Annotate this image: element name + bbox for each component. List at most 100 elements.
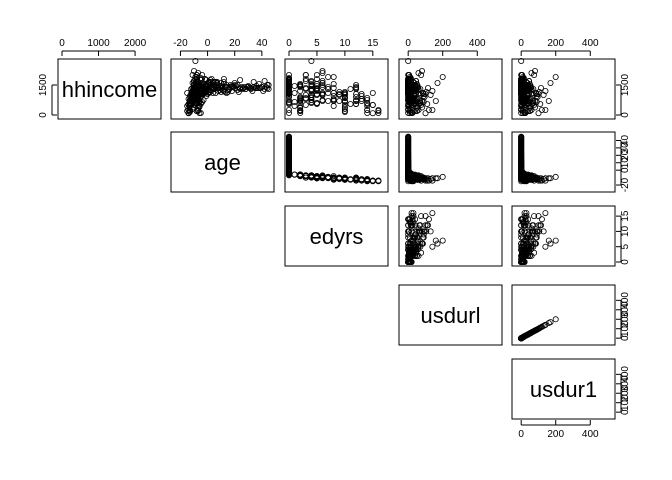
point-age-usdur1 xyxy=(518,171,525,178)
point-age-usdurl xyxy=(405,140,412,147)
x-tick-label-top-usdurl: 200 xyxy=(434,38,451,49)
point-edyrs-usdur1 xyxy=(519,249,526,256)
point-hhincome-edyrs xyxy=(325,98,332,105)
y-tick-label-right-edyrs: 15 xyxy=(620,210,631,222)
point-edyrs-usdur1 xyxy=(535,213,542,220)
point-hhincome-usdur1 xyxy=(547,80,554,87)
point-hhincome-edyrs xyxy=(297,104,304,111)
point-age-edyrs xyxy=(302,174,309,181)
panel-frame-edyrs-edyrs xyxy=(284,205,389,267)
y-tick-label-right-age: -20 xyxy=(620,177,631,192)
point-hhincome-edyrs xyxy=(308,86,315,93)
point-hhincome-usdurl xyxy=(405,82,412,89)
y-tick-label-right-usdurl: 100 xyxy=(620,320,631,337)
point-age-usdur1 xyxy=(552,173,559,180)
point-edyrs-usdur1 xyxy=(530,222,537,229)
point-hhincome-edyrs xyxy=(375,108,382,115)
point-hhincome-usdur1 xyxy=(537,101,544,108)
diag-label-hhincome: hhincome xyxy=(62,77,157,102)
point-age-edyrs xyxy=(297,171,304,178)
point-hhincome-age xyxy=(265,86,272,93)
point-hhincome-usdur1 xyxy=(542,88,549,95)
point-hhincome-usdurl xyxy=(439,74,446,81)
point-hhincome-usdur1 xyxy=(521,110,528,117)
point-edyrs-usdurl xyxy=(405,258,412,265)
point-age-usdurl xyxy=(429,175,436,182)
point-age-usdur1 xyxy=(518,150,525,157)
point-edyrs-usdur1 xyxy=(521,237,528,244)
point-edyrs-usdur1 xyxy=(523,234,530,241)
point-hhincome-usdur1 xyxy=(538,107,545,114)
point-usdurl-usdur1 xyxy=(542,321,549,328)
point-age-usdurl xyxy=(405,162,412,169)
point-age-usdurl xyxy=(405,152,412,159)
point-hhincome-edyrs xyxy=(319,92,326,99)
panel-frame-age-edyrs xyxy=(284,131,389,193)
point-edyrs-usdur1 xyxy=(540,228,547,235)
point-hhincome-edyrs xyxy=(341,91,348,98)
y-tick-label-right-hhincome: 0 xyxy=(620,112,631,118)
point-edyrs-usdurl xyxy=(405,252,412,259)
x-tick-label-top-age: 0 xyxy=(205,38,211,49)
point-hhincome-edyrs xyxy=(319,82,326,89)
point-hhincome-edyrs xyxy=(297,98,304,105)
point-hhincome-edyrs xyxy=(341,106,348,113)
point-hhincome-usdurl xyxy=(408,100,415,107)
y-tick-label-right-hhincome: 1500 xyxy=(620,73,631,96)
point-hhincome-edyrs xyxy=(330,98,337,105)
point-edyrs-usdurl xyxy=(410,234,417,241)
point-age-usdur1 xyxy=(518,146,525,153)
point-age-usdur1 xyxy=(518,158,525,165)
point-age-usdur1 xyxy=(518,143,525,150)
point-edyrs-usdurl xyxy=(406,216,413,223)
panel-frame-hhincome-usdurl xyxy=(398,58,503,120)
point-edyrs-usdurl xyxy=(412,252,419,259)
point-hhincome-edyrs xyxy=(308,97,315,104)
point-age-edyrs xyxy=(325,173,332,180)
point-age-edyrs xyxy=(308,172,315,179)
panel-frame-age-usdurl xyxy=(398,131,503,193)
point-edyrs-usdur1 xyxy=(531,213,538,220)
point-age-usdurl xyxy=(405,156,412,163)
point-hhincome-edyrs xyxy=(319,84,326,91)
point-hhincome-edyrs xyxy=(285,82,292,89)
x-tick-label-top-edyrs: 5 xyxy=(314,38,320,49)
point-edyrs-usdurl xyxy=(420,231,427,238)
point-hhincome-edyrs xyxy=(369,102,376,109)
point-edyrs-usdurl xyxy=(410,252,417,259)
point-hhincome-age xyxy=(220,76,227,83)
point-hhincome-edyrs xyxy=(308,79,315,86)
point-edyrs-usdur1 xyxy=(527,237,534,244)
point-hhincome-usdurl xyxy=(432,98,439,105)
point-edyrs-usdur1 xyxy=(522,222,529,229)
point-hhincome-edyrs xyxy=(353,94,360,101)
x-tick-label-bottom-usdur1: 400 xyxy=(582,429,599,440)
point-age-edyrs xyxy=(369,177,376,184)
point-usdurl-usdur1 xyxy=(518,335,525,342)
point-age-usdurl xyxy=(405,155,412,162)
point-age-edyrs xyxy=(285,161,292,168)
point-hhincome-edyrs xyxy=(341,95,348,102)
point-hhincome-usdur1 xyxy=(518,103,525,110)
point-hhincome-edyrs xyxy=(297,95,304,102)
point-edyrs-usdur1 xyxy=(542,243,549,250)
x-tick-label-top-age: 40 xyxy=(256,38,268,49)
point-edyrs-usdur1 xyxy=(529,228,536,235)
point-hhincome-age xyxy=(189,72,196,79)
point-hhincome-edyrs xyxy=(364,107,371,114)
point-hhincome-usdur1 xyxy=(525,98,532,105)
point-hhincome-usdur1 xyxy=(552,74,559,81)
panel-frame-usdurl-usdur1 xyxy=(511,284,616,346)
point-hhincome-age xyxy=(185,102,192,109)
point-age-usdurl xyxy=(423,175,430,182)
x-tick-label-bottom-usdur1: 0 xyxy=(518,429,524,440)
point-age-usdurl xyxy=(405,144,412,151)
point-edyrs-usdurl xyxy=(407,252,414,259)
point-edyrs-usdurl xyxy=(405,228,412,235)
point-age-usdur1 xyxy=(518,137,525,144)
y-tick-label-right-age: 40 xyxy=(620,134,631,146)
point-edyrs-usdurl xyxy=(412,246,419,253)
point-hhincome-usdurl xyxy=(405,103,412,110)
panel-frame-hhincome-edyrs xyxy=(284,58,389,120)
point-hhincome-age xyxy=(247,85,254,92)
